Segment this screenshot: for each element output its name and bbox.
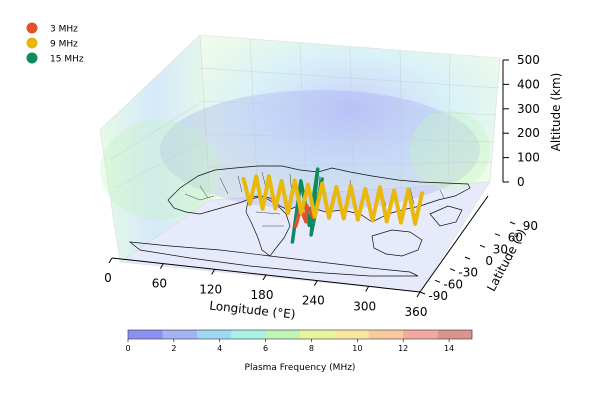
x-tick-mark — [159, 263, 164, 269]
colorbar-label: Plasma Frequency (MHz) — [245, 363, 356, 373]
y-tick-label: -30 — [458, 266, 478, 280]
z-tick-label: 300 — [517, 102, 540, 116]
x-tick-mark — [211, 269, 216, 275]
colorbar-tick-label: 10 — [352, 344, 362, 353]
series-line-15-mhz — [290, 167, 324, 244]
y-tick-mark — [464, 256, 471, 260]
x-tick-label: 60 — [152, 277, 167, 291]
colorbar-cell — [437, 330, 473, 339]
colorbar-tick-label: 14 — [444, 344, 454, 353]
colorbar-cell — [368, 330, 404, 339]
z-axis: 0 100 200 300 400 500 Altitude (km) — [502, 53, 563, 189]
x-ticks: 0 60 120 180 240 300 360 — [104, 257, 428, 319]
plot-box — [99, 34, 501, 293]
y-tick-label: 0 — [485, 254, 493, 268]
grid-lines — [109, 38, 501, 198]
series-line-9-mhz — [241, 174, 424, 226]
colorbar-cell — [162, 330, 198, 339]
y-tick-label: 60 — [508, 231, 523, 245]
colorbar: 0 2 4 6 8 10 12 14 Plasma Frequency (MHz) — [125, 329, 473, 373]
y-axis-line — [419, 195, 489, 293]
colorbar-tick-label: 6 — [263, 344, 268, 353]
y-tick-mark — [449, 268, 456, 272]
colorbar-tick-label: 12 — [398, 344, 408, 353]
z-tick-label: 0 — [517, 175, 525, 189]
colorbar-tick-label: 4 — [217, 344, 222, 353]
colorbar-tick-label: 0 — [125, 344, 130, 353]
x-tick-label: 240 — [302, 294, 325, 308]
y-tick-mark — [419, 291, 426, 295]
legend-label-15-mhz: 15 MHz — [50, 55, 84, 65]
y-tick-label: -90 — [428, 289, 448, 303]
x-tick-mark — [262, 274, 267, 281]
colorbar-frame — [127, 329, 473, 340]
x-tick-label: 300 — [353, 299, 376, 313]
x-tick-mark — [313, 280, 318, 286]
colorbar-cell — [265, 330, 301, 339]
colorbar-tick-label: 8 — [309, 344, 314, 353]
colorbar-cell — [403, 330, 438, 339]
z-tick-label: 500 — [517, 53, 540, 67]
colorbar-ticks: 0 2 4 6 8 10 12 14 — [125, 339, 454, 353]
y-tick-mark — [494, 233, 501, 237]
colorbar-cell — [231, 330, 266, 339]
y-tick-label: -60 — [443, 277, 463, 291]
z-tick-label: 100 — [517, 151, 540, 165]
legend-label-9-mhz: 9 MHz — [50, 40, 78, 50]
colorbar-cell — [300, 330, 335, 339]
y-tick-label: 30 — [493, 242, 508, 256]
colorbar-cell — [128, 330, 163, 339]
legend-marker-3-mhz — [26, 22, 38, 34]
y-tick-mark — [434, 279, 441, 283]
legend-marker-9-mhz — [26, 37, 38, 49]
coastline-australia — [371, 229, 423, 257]
coastline-south-asia — [429, 205, 463, 227]
z-axis-label: Altitude (km) — [549, 73, 563, 152]
x-tick-mark — [365, 286, 370, 292]
z-ticks: 0 100 200 300 400 500 — [503, 53, 540, 189]
colorbar-cells — [128, 330, 473, 339]
x-tick-label: 180 — [251, 288, 274, 302]
x-tick-label: 120 — [199, 282, 222, 296]
legend-label-3-mhz: 3 MHz — [50, 25, 78, 35]
plasma-blob-right — [410, 110, 490, 190]
y-tick-mark — [479, 244, 486, 248]
z-tick-label: 400 — [517, 77, 540, 91]
colorbar-cell — [334, 330, 370, 339]
coastline-antarctica — [128, 241, 419, 277]
colorbar-tick-label: 2 — [171, 344, 176, 353]
x-tick-mark — [108, 257, 113, 264]
legend: 3 MHz 9 MHz 15 MHz — [26, 22, 84, 65]
y-tick-label: 90 — [523, 219, 538, 233]
legend-marker-15-mhz — [26, 52, 38, 64]
z-tick-label: 200 — [517, 126, 540, 140]
plasma-blob-left — [100, 120, 220, 220]
x-tick-label: 360 — [405, 305, 428, 319]
y-tick-mark — [509, 221, 516, 225]
x-tick-mark — [416, 291, 421, 298]
series-layer — [241, 167, 424, 244]
colorbar-cell — [196, 330, 232, 339]
x-tick-label: 0 — [104, 271, 112, 285]
